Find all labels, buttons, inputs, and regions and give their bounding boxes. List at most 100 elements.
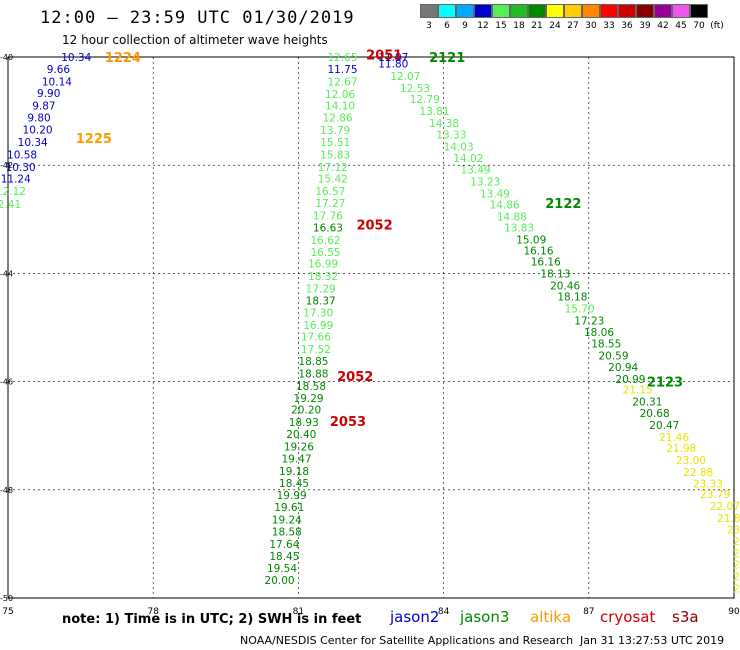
legend-swatch (690, 4, 708, 18)
wave-height-label: 12.07 (390, 71, 420, 83)
wave-height-label: 21.98 (666, 443, 696, 455)
wave-height-label: 20.99 (615, 374, 645, 386)
map-frame (7, 56, 735, 599)
legend-swatch (636, 4, 654, 18)
lon-tick-label: 84 (438, 607, 450, 617)
wave-height-label: 13.23 (470, 176, 500, 188)
legend-label: 33 (603, 21, 615, 31)
wave-height-label: 10.30 (6, 162, 36, 174)
pass-time-labels: 1224 1225 2051 2121 2122 2052 2123 2052 2053 (76, 48, 683, 430)
legend-label: 45 (675, 21, 687, 31)
wave-height-label: 17.12 (318, 162, 348, 174)
lon-tick-label: 78 (147, 607, 159, 617)
wave-height-label: 16.55 (311, 247, 341, 259)
wave-height-label: 11.80 (378, 58, 408, 70)
generated-timestamp: Jan 31 13:27:53 UTC 2019 (580, 634, 725, 647)
wave-height-label: 23.33 (733, 548, 740, 560)
legend-swatch (420, 4, 438, 18)
wave-height-label: 9.80 (27, 113, 50, 125)
wave-height-label: 17.29 (306, 284, 336, 296)
lat-tick-label: -40 (0, 53, 13, 62)
legend-label: 36 (621, 21, 633, 31)
wave-height-label: 15.42 (318, 174, 348, 186)
wave-height-label: 13.81 (419, 106, 449, 118)
legend-unit: (ft) (710, 21, 724, 31)
pass-time-label: 2051 (366, 48, 402, 63)
wave-height-label: 9.87 (32, 101, 55, 113)
wave-height-label: 12.79 (410, 94, 440, 106)
wave-height-label: 15.70 (565, 304, 595, 316)
wave-height-label: 20.94 (608, 362, 638, 374)
legend-swatch (618, 4, 636, 18)
wave-height-label: 16.99 (308, 259, 338, 271)
wave-height-label: 19.47 (281, 453, 311, 465)
wave-height-label: 20.20 (291, 405, 321, 417)
legend-swatch (528, 4, 546, 18)
wave-height-label: 22.07 (710, 501, 740, 513)
wave-height-label: 13.33 (436, 129, 466, 141)
wave-height-label: 13.83 (504, 222, 534, 234)
wave-height-label: 23.00 (676, 455, 706, 467)
wave-height-label: 18.58 (272, 526, 302, 538)
wave-height-label: 22.79 (733, 571, 740, 583)
wave-height-label: 21 (733, 583, 740, 595)
legend-swatch (492, 4, 510, 18)
wave-height-label: 15.09 (516, 234, 546, 246)
pass-time-label: 2121 (429, 51, 465, 66)
satellite-legend-altika: altika (530, 608, 572, 626)
wave-height-label: 18.93 (289, 417, 319, 429)
lon-tick-label: 81 (293, 607, 304, 617)
wave-height-label: 9.66 (47, 64, 71, 76)
wave-height-label: 10.34 (18, 137, 48, 149)
wave-height-label: 21.46 (659, 432, 689, 444)
wave-height-label: 17.27 (315, 198, 345, 210)
wave-height-label: 19.24 (272, 515, 302, 527)
lat-tick-label: -42 (0, 161, 13, 170)
wave-height-label: 12.06 (325, 89, 355, 101)
wave-height-label: 16.99 (303, 320, 333, 332)
wave-height-label: 10.58 (7, 149, 37, 161)
legend-label: 39 (639, 21, 651, 31)
legend-label: 42 (657, 21, 669, 31)
legend-swatch (546, 4, 564, 18)
wave-height-label: 23.79 (700, 489, 730, 501)
wave-height-label: 23.06 (727, 524, 740, 536)
wave-height-label: 19.54 (267, 563, 297, 575)
pass-time-label: 2123 (647, 376, 683, 391)
legend-swatch (438, 4, 456, 18)
wave-height-label: 16.57 (315, 186, 345, 198)
wave-height-label: 11.97 (378, 52, 408, 64)
wave-height-label: 17.66 (301, 332, 331, 344)
legend-swatch (474, 4, 492, 18)
wave-height-label: 18.58 (296, 381, 326, 393)
lat-tick-label: -50 (0, 594, 13, 603)
wave-height-label: 9.90 (37, 88, 60, 100)
legend-label: 9 (462, 21, 468, 31)
wave-height-label: 14.02 (453, 153, 483, 165)
wave-height-label: 20.00 (265, 575, 295, 587)
legend-label: 3 (426, 21, 432, 31)
wave-height-label: 12.65 (327, 52, 357, 64)
wave-height-label: 11.75 (327, 64, 357, 76)
wave-height-label: 23.33 (693, 478, 723, 490)
legend-label: 6 (444, 21, 450, 31)
lon-tick-label: 87 (583, 607, 594, 617)
wave-height-label: 18.45 (269, 551, 299, 563)
wave-height-label: 20.31 (632, 397, 662, 409)
wave-height-label: 20.47 (649, 420, 679, 432)
wave-height-label: 17.52 (301, 344, 331, 356)
wave-height-label: 12.12 (0, 186, 26, 198)
wave-height-label: 14.03 (444, 141, 474, 153)
legend-label: 30 (585, 21, 597, 31)
wave-height-label: 18.88 (298, 368, 328, 380)
wave-height-label: 10.20 (23, 124, 53, 136)
wave-height-label: 14.38 (429, 118, 459, 130)
wave-height-label: 14.10 (325, 101, 355, 113)
wave-height-label: 18.85 (298, 356, 328, 368)
legend-swatch (564, 4, 582, 18)
lat-tick-label: -48 (0, 486, 13, 495)
wave-height-label: 18.37 (306, 295, 336, 307)
wave-height-label: 12.41 (0, 199, 21, 211)
wave-height-values: 10.349.6610.149.909.879.8010.2010.3410.5… (0, 52, 740, 595)
